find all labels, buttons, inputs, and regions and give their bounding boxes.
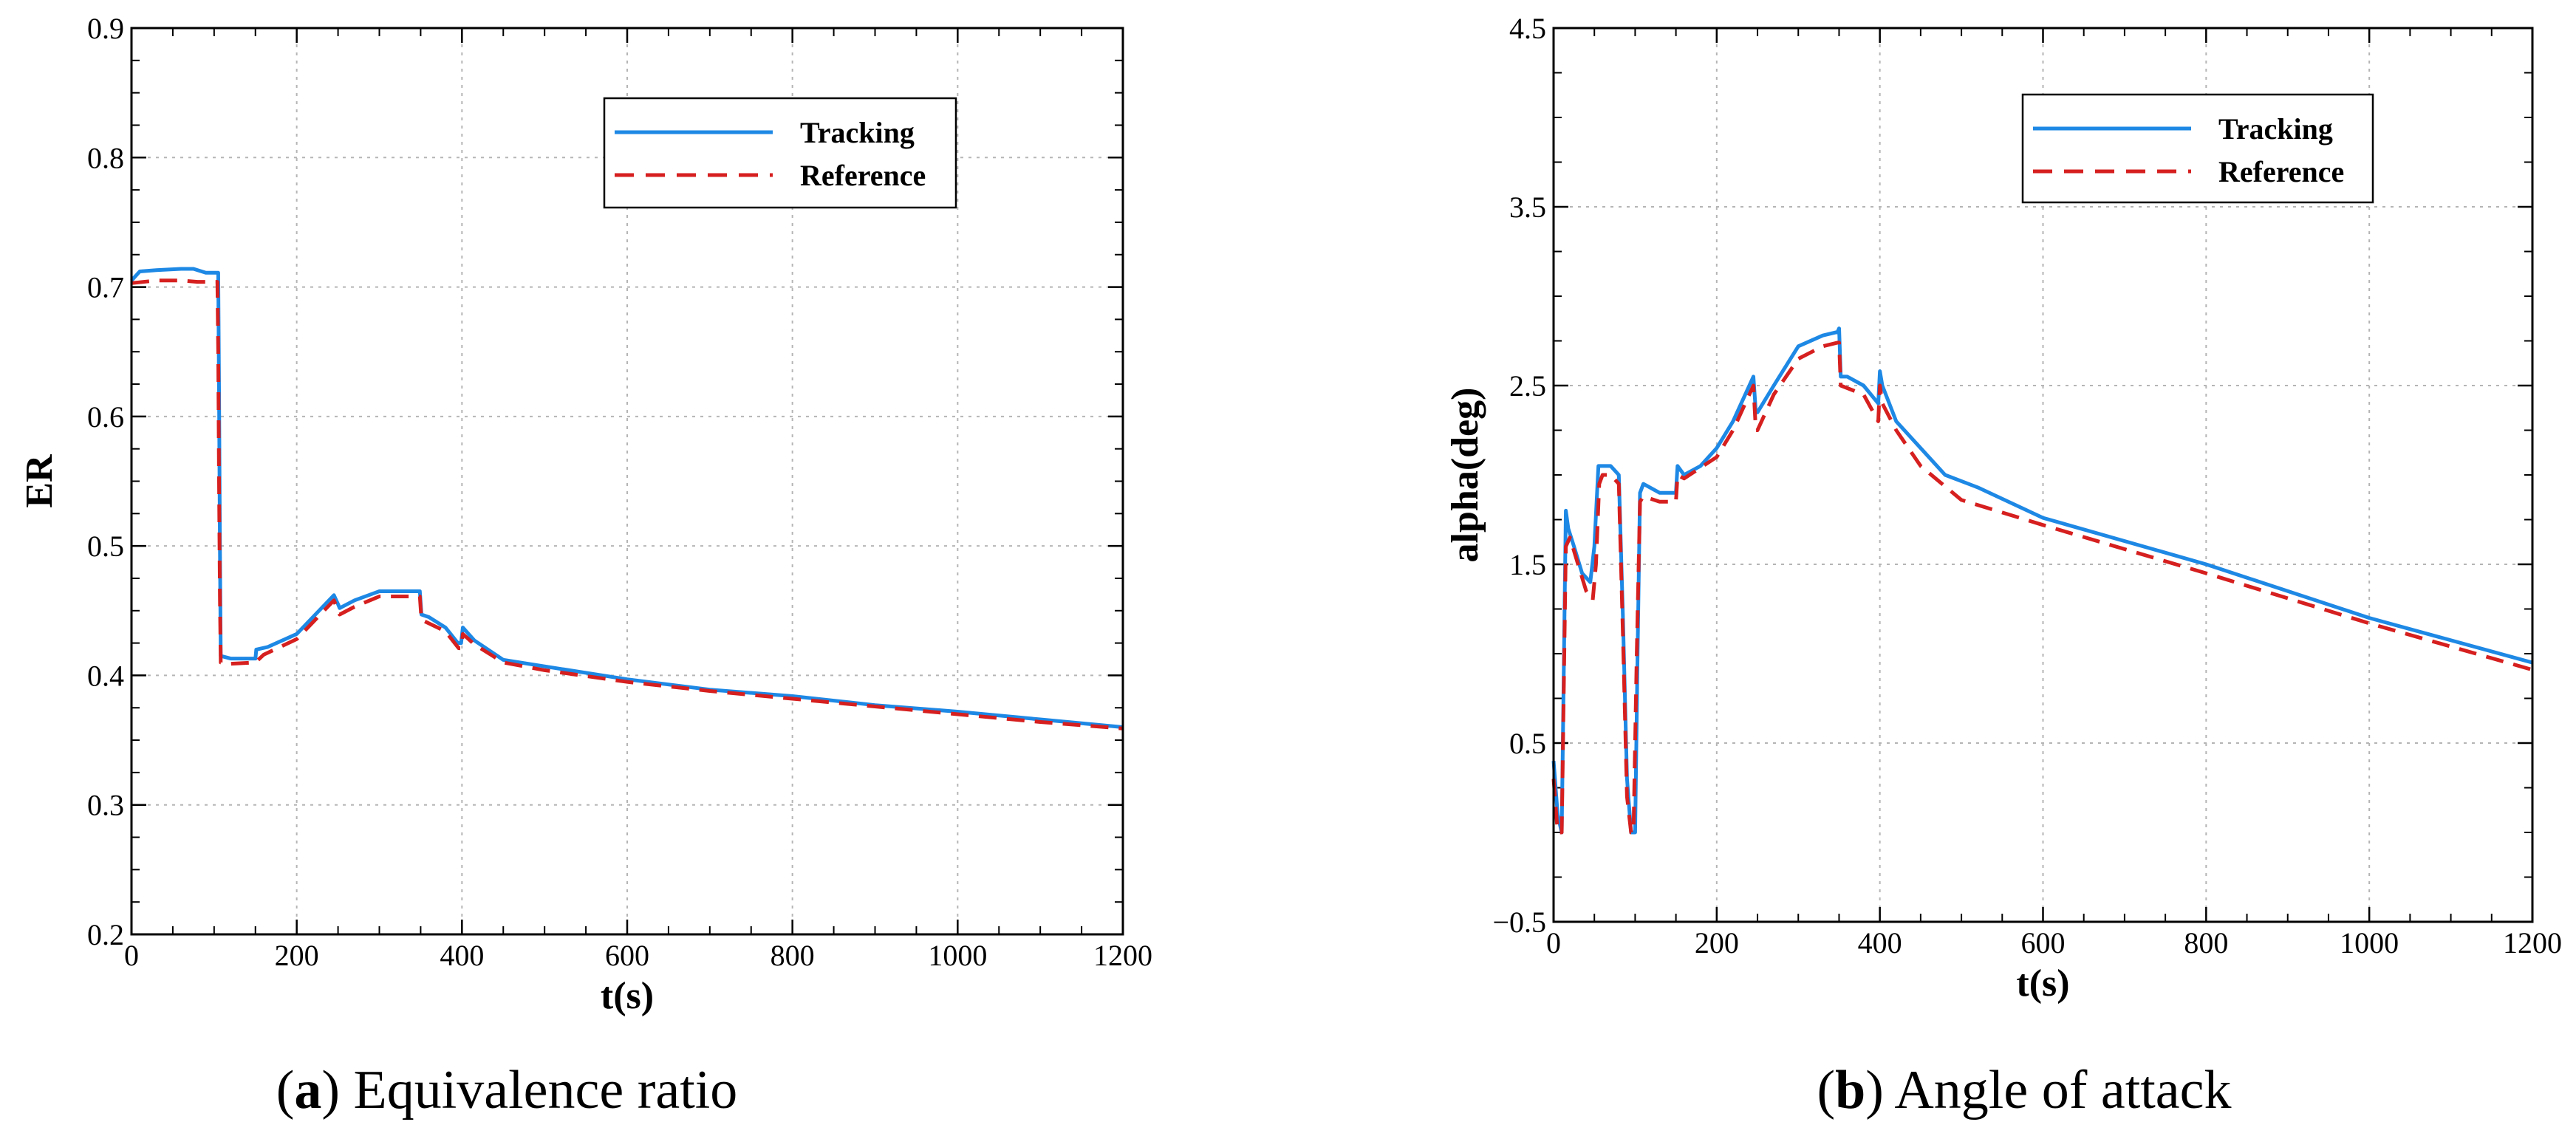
y-tick-label: 0.4 — [87, 659, 124, 692]
x-tick-label: 0 — [124, 939, 139, 972]
caption: (a) Equivalence ratio — [276, 1060, 738, 1120]
x-tick-label: 1200 — [1093, 939, 1152, 972]
caption-text: Equivalence ratio — [354, 1060, 738, 1120]
y-tick-label: 0.6 — [87, 400, 124, 434]
y-tick-label: 0.8 — [87, 141, 124, 174]
legend-label-reference: Reference — [800, 159, 926, 192]
y-tick-label: 0.3 — [87, 789, 124, 822]
x-axis-label: t(s) — [2016, 962, 2069, 1005]
x-tick-label: 200 — [1695, 926, 1739, 959]
x-tick-label: 400 — [440, 939, 484, 972]
grid-lines — [1554, 28, 2532, 922]
chart-equivalence-ratio: 0 200 400 600 800 1000 1200 0.2 0.3 0.4 0.5 0.6 0.7 0… — [18, 12, 1152, 1120]
legend-label-reference: Reference — [2218, 155, 2344, 188]
x-tick-label: 400 — [1858, 926, 1902, 959]
caption-letter: b — [1835, 1060, 1865, 1120]
legend: Tracking Reference — [603, 97, 957, 209]
y-axis-label: alpha(deg) — [1444, 388, 1486, 563]
x-tick-label: 0 — [1546, 926, 1561, 959]
tick-labels: 0 200 400 600 800 1000 1200 −0.5 0.5 1.5 2.5 3.5 4.5 — [1492, 12, 2562, 959]
x-tick-label: 1000 — [2340, 926, 2399, 959]
y-tick-label: 0.7 — [87, 271, 124, 304]
caption: (b) Angle of attack — [1817, 1060, 2231, 1120]
data-lines — [130, 267, 1124, 730]
data-lines — [1551, 326, 2533, 835]
x-tick-label: 800 — [2184, 926, 2228, 959]
x-tick-label: 1200 — [2503, 926, 2562, 959]
y-tick-label: 1.5 — [1509, 548, 1546, 581]
y-tick-label: 3.5 — [1509, 191, 1546, 224]
series-line-reference — [1551, 341, 2533, 835]
legend: Tracking Reference — [2021, 93, 2374, 204]
caption-letter: a — [294, 1060, 321, 1120]
y-tick-label: 0.2 — [87, 918, 124, 951]
chart-angle-of-attack: 0 200 400 600 800 1000 1200 −0.5 0.5 1.5 2.5 3.5 4.5… — [1444, 12, 2562, 1120]
plot-frame — [130, 27, 1124, 936]
x-tick-label: 800 — [771, 939, 815, 972]
y-tick-label: −0.5 — [1492, 906, 1546, 939]
series-line-tracking — [1551, 326, 2533, 835]
x-tick-label: 600 — [605, 939, 649, 972]
series-line-reference — [131, 278, 1124, 730]
legend-box — [603, 97, 957, 209]
x-tick-label: 600 — [2021, 926, 2066, 959]
y-tick-label: 0.9 — [87, 12, 124, 45]
legend-box — [2021, 93, 2374, 204]
caption-text: Angle of attack — [1894, 1060, 2231, 1120]
x-tick-label: 1000 — [928, 939, 987, 972]
x-axis-label: t(s) — [601, 975, 654, 1017]
tick-labels: 0 200 400 600 800 1000 1200 0.2 0.3 0.4 0.5 0.6 0.7 0… — [87, 12, 1152, 972]
y-tick-label: 4.5 — [1509, 12, 1546, 45]
y-tick-label: 2.5 — [1509, 369, 1546, 403]
plot-frame — [1552, 27, 2534, 923]
x-tick-label: 200 — [275, 939, 319, 972]
legend-label-tracking: Tracking — [800, 116, 915, 149]
legend-label-tracking: Tracking — [2218, 112, 2333, 146]
y-tick-label: 0.5 — [1509, 727, 1546, 760]
y-tick-label: 0.5 — [87, 530, 124, 563]
y-axis-label: ER — [18, 454, 61, 508]
